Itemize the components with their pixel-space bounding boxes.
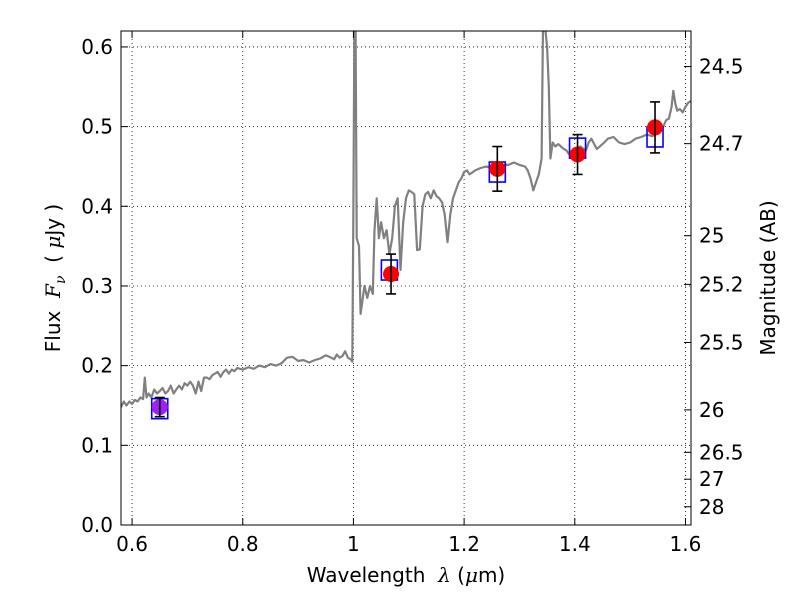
y-tick-label: 0.3: [81, 274, 113, 298]
grid: [121, 31, 691, 526]
plot-frame: [120, 30, 692, 526]
x-axis-title-unit-open: (: [451, 563, 465, 587]
y-axis-title-unit-open: (: [41, 249, 65, 276]
x-tick-label: 0.8: [227, 532, 259, 556]
y-tick-label: 0.0: [81, 513, 113, 537]
x-tick-label: 0.6: [116, 532, 148, 556]
x-tick-label: 1.6: [670, 532, 702, 556]
y2-tick-label: 24.7: [699, 132, 744, 156]
y-axis-title-unit-mu: μ: [41, 236, 65, 249]
spectrum-line: [121, 31, 691, 408]
y-axis-title-subscript: ν: [53, 275, 69, 284]
x-axis-title-prefix: Wavelength: [307, 563, 438, 587]
y-axis-title-unit-close: Jy ): [41, 204, 65, 238]
y-axis-title-symbol: F: [41, 283, 65, 299]
y2-tick-label: 27: [699, 467, 724, 491]
x-tick-label: 1.4: [559, 532, 591, 556]
x-tick-label: 1: [347, 532, 360, 556]
x-axis-title: Wavelength λ (μm): [307, 563, 506, 587]
x-axis-title-symbol: λ: [437, 563, 451, 587]
y2-tick-label: 26: [699, 398, 724, 422]
x-axis-title-unit-close: m): [478, 563, 505, 587]
y2-tick-label: 25: [699, 224, 724, 248]
y-tick-label: 0.5: [81, 115, 113, 139]
y2-axis-title: Magnitude (AB): [756, 200, 780, 355]
y-axis-title-prefix: Flux: [41, 298, 65, 352]
x-tick-label: 1.2: [448, 532, 480, 556]
y2-tick-label: 25.5: [699, 330, 744, 354]
plot-area: [121, 31, 691, 420]
y-tick-label: 0.4: [81, 194, 113, 218]
y-axis-title: Flux Fν ( μJy ): [41, 204, 69, 352]
axis-ticks: 0.6 0.8 1 1.2 1.4 1.6 0.0 0.1 0.2 0.3 0.4 0.5 0.6 24.…: [81, 31, 744, 556]
y2-tick-label: 28: [699, 495, 724, 519]
y-tick-label: 0.6: [81, 35, 113, 59]
x-axis-title-unit-mu: μ: [465, 563, 478, 587]
y2-tick-label: 25.2: [699, 272, 744, 296]
y-tick-label: 0.2: [81, 354, 113, 378]
y2-tick-label: 24.5: [699, 55, 744, 79]
y2-tick-label: 26.5: [699, 440, 744, 464]
y-tick-label: 0.1: [81, 433, 113, 457]
